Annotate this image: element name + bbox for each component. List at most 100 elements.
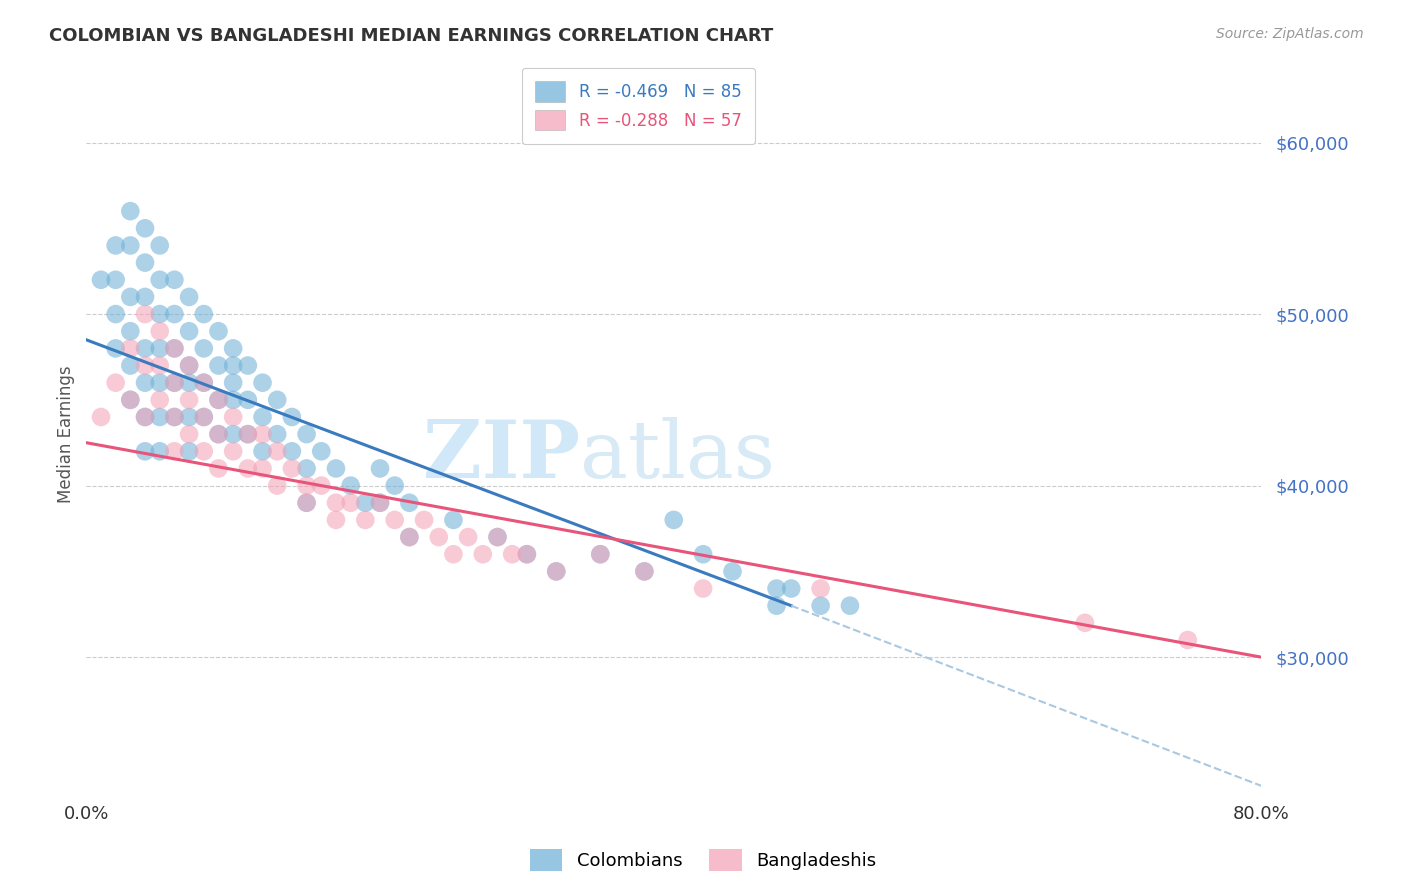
Point <box>120 392 142 407</box>
Point <box>134 444 156 458</box>
Point <box>193 307 215 321</box>
Text: COLOMBIAN VS BANGLADESHI MEDIAN EARNINGS CORRELATION CHART: COLOMBIAN VS BANGLADESHI MEDIAN EARNINGS… <box>49 27 773 45</box>
Point <box>120 392 142 407</box>
Point <box>222 392 245 407</box>
Point <box>662 513 685 527</box>
Point <box>295 478 318 492</box>
Point <box>134 290 156 304</box>
Point <box>149 409 172 424</box>
Point <box>546 565 568 579</box>
Point <box>134 255 156 269</box>
Point <box>149 444 172 458</box>
Point <box>163 376 186 390</box>
Point <box>149 342 172 356</box>
Point <box>427 530 450 544</box>
Point <box>443 513 465 527</box>
Point <box>163 444 186 458</box>
Point <box>104 342 127 356</box>
Point <box>252 461 274 475</box>
Point <box>589 547 612 561</box>
Point <box>149 324 172 338</box>
Point <box>413 513 436 527</box>
Point <box>134 221 156 235</box>
Point <box>149 376 172 390</box>
Point <box>134 376 156 390</box>
Point <box>177 324 200 338</box>
Point <box>339 496 361 510</box>
Point <box>339 478 361 492</box>
Point <box>193 409 215 424</box>
Legend: R = -0.469   N = 85, R = -0.288   N = 57: R = -0.469 N = 85, R = -0.288 N = 57 <box>522 68 755 144</box>
Point <box>120 359 142 373</box>
Point <box>177 409 200 424</box>
Point <box>236 392 259 407</box>
Point <box>193 342 215 356</box>
Point <box>839 599 862 613</box>
Point <box>486 530 509 544</box>
Point <box>765 582 787 596</box>
Point <box>207 392 229 407</box>
Point <box>207 324 229 338</box>
Point <box>295 461 318 475</box>
Point <box>149 307 172 321</box>
Point <box>384 513 406 527</box>
Point <box>546 565 568 579</box>
Point <box>222 427 245 442</box>
Point <box>443 547 465 561</box>
Point <box>266 427 288 442</box>
Point <box>236 461 259 475</box>
Point <box>120 342 142 356</box>
Point <box>252 444 274 458</box>
Point <box>765 599 787 613</box>
Point <box>295 496 318 510</box>
Point <box>193 444 215 458</box>
Point <box>281 444 304 458</box>
Point <box>457 530 479 544</box>
Point <box>207 427 229 442</box>
Point <box>104 273 127 287</box>
Point <box>149 359 172 373</box>
Point <box>692 582 714 596</box>
Point <box>516 547 538 561</box>
Point <box>177 359 200 373</box>
Point <box>692 547 714 561</box>
Point <box>266 392 288 407</box>
Point <box>207 392 229 407</box>
Point <box>104 307 127 321</box>
Point <box>149 273 172 287</box>
Point <box>222 444 245 458</box>
Point <box>207 359 229 373</box>
Point <box>120 290 142 304</box>
Point <box>104 376 127 390</box>
Point <box>1074 615 1097 630</box>
Point <box>104 238 127 252</box>
Point <box>120 324 142 338</box>
Point <box>810 599 832 613</box>
Point <box>236 427 259 442</box>
Point <box>589 547 612 561</box>
Point <box>1177 632 1199 647</box>
Point <box>325 496 347 510</box>
Point <box>309 478 332 492</box>
Point <box>163 409 186 424</box>
Point <box>354 496 377 510</box>
Point <box>120 238 142 252</box>
Text: ZIP: ZIP <box>423 417 579 495</box>
Point <box>471 547 494 561</box>
Point <box>163 376 186 390</box>
Point <box>177 444 200 458</box>
Point <box>163 342 186 356</box>
Point <box>90 273 112 287</box>
Point <box>633 565 655 579</box>
Point <box>325 513 347 527</box>
Point <box>281 461 304 475</box>
Point <box>134 307 156 321</box>
Point <box>721 565 744 579</box>
Point <box>398 530 420 544</box>
Point <box>398 496 420 510</box>
Point <box>354 513 377 527</box>
Point <box>193 376 215 390</box>
Point <box>222 409 245 424</box>
Point <box>384 478 406 492</box>
Point <box>134 409 156 424</box>
